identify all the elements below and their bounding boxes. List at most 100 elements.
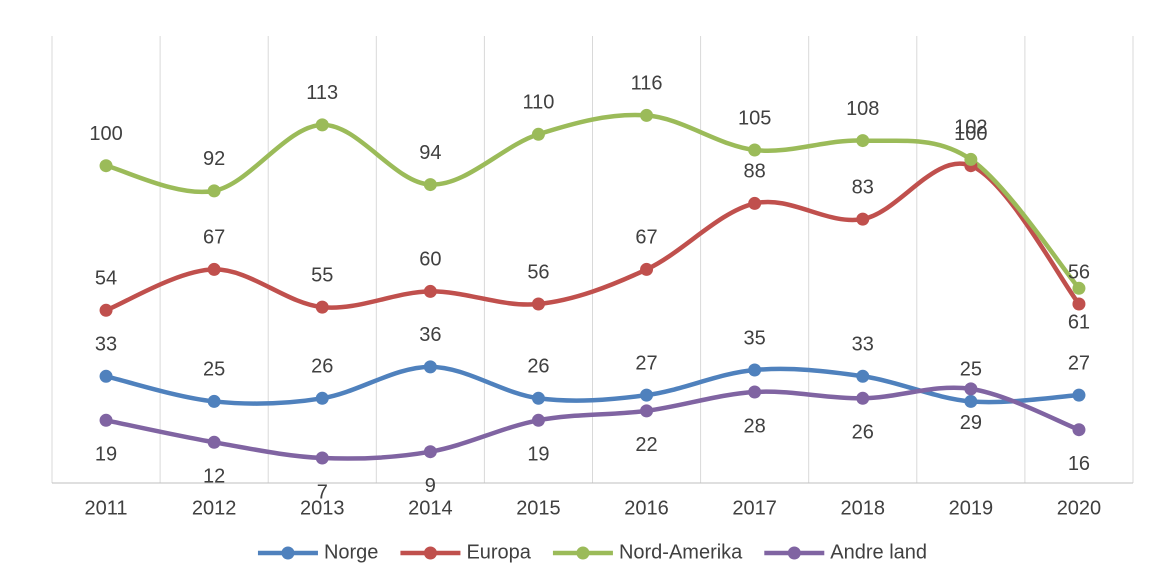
marker [423,284,437,298]
x-tick-label: 2017 [732,497,777,519]
legend-label: Norge [324,541,378,563]
data-label: 29 [960,412,982,434]
data-label: 33 [852,334,874,356]
marker [964,152,978,166]
legend-marker [423,546,437,560]
legend-marker [281,546,295,560]
data-label: 33 [95,334,117,356]
marker [207,435,221,449]
legend-item: Norge [257,541,378,563]
data-label: 110 [523,92,555,114]
marker [964,382,978,396]
marker [315,391,329,405]
data-label: 60 [419,249,441,271]
marker [99,303,113,317]
marker [856,212,870,226]
x-tick-label: 2011 [85,497,128,519]
legend-item: Nord-Amerika [552,541,743,563]
marker [640,262,654,276]
marker [856,391,870,405]
series-line [103,112,1082,291]
x-tick-label: 2013 [300,497,345,519]
legend-label: Nord-Amerika [619,541,743,563]
data-label: 12 [203,466,225,488]
data-label: 116 [631,73,663,95]
marker [856,369,870,383]
data-label: 26 [527,356,549,378]
data-label: 22 [635,434,657,456]
marker [1072,281,1086,295]
legend-marker [576,546,590,560]
legend-marker [787,546,801,560]
data-label: 108 [846,98,879,120]
data-label: 27 [1068,352,1090,374]
marker [748,363,762,377]
data-label: 26 [311,356,333,378]
marker [640,108,654,122]
marker [315,300,329,314]
marker [423,445,437,459]
series-line [103,161,1082,313]
marker [531,391,545,405]
x-tick-label: 2015 [516,497,561,519]
legend-label: Andre land [830,541,927,563]
marker [531,297,545,311]
x-tick-label: 2020 [1057,497,1102,519]
data-label: 25 [960,359,982,381]
data-label: 56 [527,261,549,283]
marker [1072,297,1086,311]
marker [964,394,978,408]
data-label: 67 [635,227,657,249]
data-label: 36 [419,324,441,346]
data-label: 55 [311,264,333,286]
data-label: 7 [317,481,328,503]
data-label: 113 [306,82,338,104]
data-label: 27 [635,352,657,374]
marker [1072,388,1086,402]
marker [856,134,870,148]
data-label: 100 [89,123,122,145]
data-label: 88 [744,161,766,183]
data-label: 16 [1068,453,1090,475]
data-label: 102 [954,117,987,139]
marker [1072,423,1086,437]
marker [748,196,762,210]
data-label: 67 [203,227,225,249]
data-label: 56 [1068,261,1090,283]
x-tick-label: 2012 [192,497,237,519]
x-tick-label: 2019 [949,497,994,519]
x-tick-label: 2016 [624,497,669,519]
marker [423,178,437,192]
data-label: 9 [425,475,436,497]
data-label: 28 [744,415,766,437]
data-label: 92 [203,148,225,170]
legend-label: Europa [466,541,531,563]
legend-item: Europa [400,541,532,563]
series-line [103,385,1082,461]
marker [748,385,762,399]
marker [99,369,113,383]
data-label: 83 [852,176,874,198]
marker [640,388,654,402]
data-label: 35 [744,327,766,349]
marker [315,451,329,465]
data-label: 94 [419,142,441,164]
data-label: 105 [738,107,771,129]
legend-item: Andre land [764,541,927,563]
marker [315,118,329,132]
data-label: 19 [527,444,549,466]
marker [207,394,221,408]
marker [748,143,762,157]
data-label: 25 [203,359,225,381]
x-tick-label: 2018 [841,497,886,519]
marker [531,413,545,427]
data-label: 54 [95,268,117,290]
marker [423,360,437,374]
marker [99,159,113,173]
data-label: 19 [95,444,117,466]
marker [99,413,113,427]
data-label: 26 [852,422,874,444]
marker [207,262,221,276]
marker [207,184,221,198]
